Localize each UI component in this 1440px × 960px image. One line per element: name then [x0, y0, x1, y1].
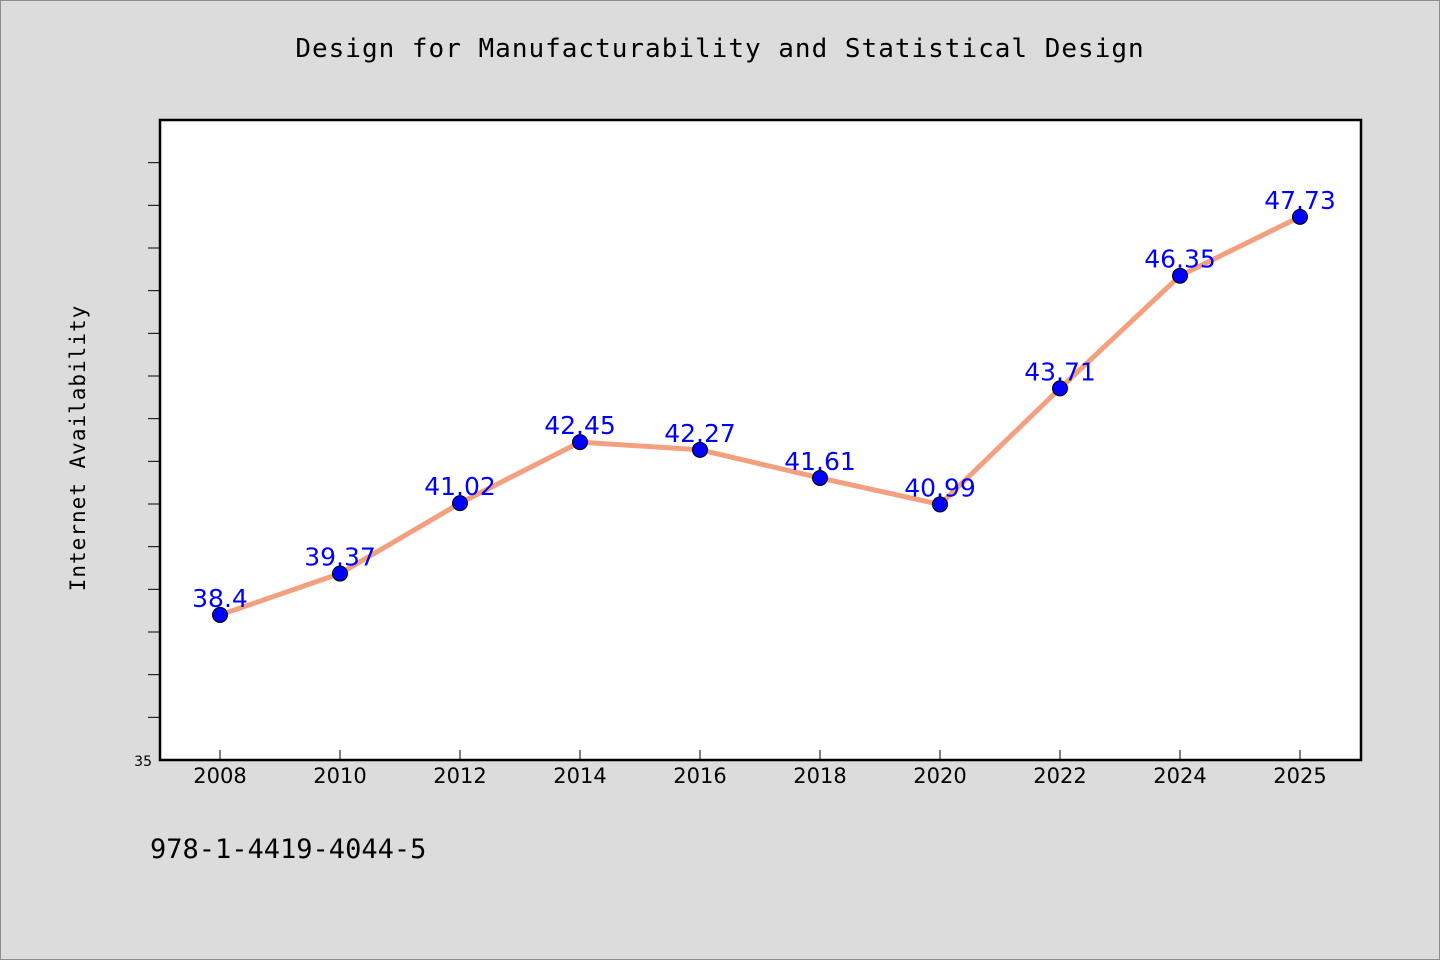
data-label: 38.4: [192, 584, 248, 613]
data-point: [452, 495, 468, 512]
data-label: 41.61: [784, 447, 856, 476]
data-point: [332, 565, 348, 582]
series-line: [217, 214, 1303, 618]
data-point: [1292, 208, 1308, 225]
plot-area: [158, 118, 1363, 762]
x-tick-label: 2016: [673, 764, 726, 788]
x-tick-label: 2012: [433, 764, 486, 788]
data-point: [1052, 380, 1068, 397]
x-tick-label: 2008: [193, 764, 246, 788]
data-label: 46.35: [1144, 245, 1216, 274]
data-label: 40.99: [904, 473, 976, 502]
isbn-text: 978-1-4419-4044-5: [150, 834, 427, 865]
data-point: [572, 434, 588, 451]
x-tick-label: 2025: [1273, 764, 1326, 788]
chart-title: Design for Manufacturability and Statist…: [295, 34, 1145, 64]
data-point: [212, 606, 228, 623]
data-label: 42.45: [544, 411, 616, 440]
x-tick-label: 2020: [913, 764, 966, 788]
x-tick-label: 2014: [553, 764, 606, 788]
y-tick-label: 35: [134, 754, 152, 770]
x-tick-label: 2010: [313, 764, 366, 788]
x-tick-label: 2024: [1153, 764, 1206, 788]
data-point: [812, 469, 828, 486]
x-tick-label: 2018: [793, 764, 846, 788]
data-point: [692, 441, 708, 458]
data-label: 47.73: [1264, 186, 1336, 215]
data-label: 41.02: [424, 472, 496, 501]
data-label: 42.27: [664, 419, 736, 448]
data-point: [1172, 267, 1188, 284]
data-label: 39.37: [304, 543, 376, 572]
x-tick-label: 2022: [1033, 764, 1086, 788]
data-point: [932, 496, 948, 513]
data-label: 43.71: [1024, 357, 1096, 386]
